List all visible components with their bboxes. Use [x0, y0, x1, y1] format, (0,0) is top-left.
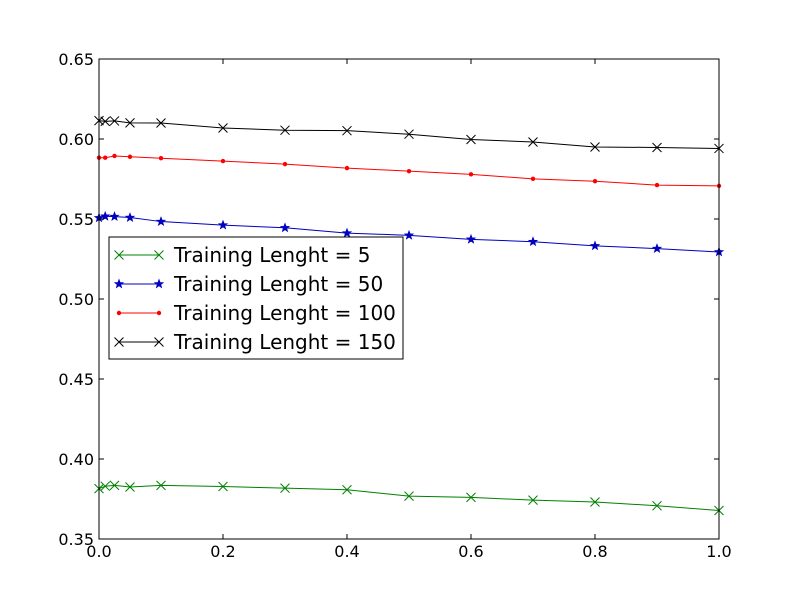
series-3-point	[112, 153, 117, 159]
ticks-layer: 0.0 0.2 0.4 0.6 0.8 1.0 0.35 0.40 0.45 0.50 0.55 0.…	[58, 50, 731, 561]
x-tick-label: 0.4	[334, 542, 359, 561]
series-2-point	[465, 233, 477, 244]
legend-item: Training Lenght = 5	[114, 243, 370, 267]
x-tick-label: 0.0	[86, 542, 111, 561]
series-4-point	[652, 142, 662, 153]
series-4-point	[342, 125, 352, 136]
series-1-line	[98, 484, 720, 512]
series-4-point	[125, 117, 135, 128]
series-4-line	[98, 120, 720, 149]
series-3-point	[468, 172, 474, 177]
series-4-point	[100, 116, 111, 127]
legend-label: Training Lenght = 100	[173, 301, 396, 325]
series-4-point	[109, 116, 120, 126]
series-3-point	[406, 168, 412, 174]
series-1-point	[528, 495, 538, 505]
series-2-point	[527, 236, 539, 247]
y-tick-label: 0.55	[58, 210, 94, 229]
series-4-point	[466, 134, 476, 145]
series-3-point	[158, 156, 164, 161]
series-2-point	[217, 219, 229, 230]
y-tick-label: 0.40	[58, 450, 94, 469]
legend-marker	[153, 278, 165, 289]
series-1-point	[590, 497, 600, 507]
legend-marker	[113, 278, 125, 289]
legend-marker	[154, 250, 164, 260]
y-tick-label: 0.35	[58, 530, 94, 549]
series-3-point	[282, 161, 288, 167]
x-tick-label: 0.8	[582, 542, 607, 561]
series-1-point	[404, 491, 414, 501]
x-tick-label: 0.2	[210, 542, 235, 561]
series-1-point	[652, 500, 662, 511]
series-4-point	[528, 137, 538, 147]
legend-marker	[116, 310, 122, 316]
series-3-point	[220, 158, 226, 164]
series-1	[94, 480, 724, 516]
series-2-point	[589, 240, 601, 251]
legend-marker	[154, 337, 164, 347]
series-3-point	[530, 176, 536, 182]
x-tick-label: 0.6	[458, 542, 483, 561]
legend-box	[108, 236, 404, 360]
legend-label: Training Lenght = 150	[173, 330, 396, 354]
series-1-point	[218, 481, 228, 492]
series-2-point	[341, 227, 353, 238]
series-3-point	[127, 154, 133, 159]
y-tick-label: 0.65	[58, 50, 94, 69]
series-1-point	[100, 481, 111, 492]
series-4-point	[280, 125, 290, 136]
y-tick-label: 0.50	[58, 290, 94, 309]
series-4	[94, 115, 724, 154]
series-2-point	[124, 212, 136, 222]
legend-item: Training Lenght = 100	[116, 301, 396, 325]
series-1-point	[156, 480, 166, 491]
series-2-point	[100, 210, 111, 221]
legend-marker	[114, 250, 124, 260]
y-tick-label: 0.60	[58, 130, 94, 149]
series-3-point	[592, 179, 598, 184]
x-tick-label: 1.0	[706, 542, 731, 561]
legend-marker	[114, 337, 124, 347]
series-2-point	[279, 222, 291, 233]
series-2-point	[109, 211, 120, 222]
series-4-point	[156, 118, 166, 128]
legend-marker	[156, 310, 162, 316]
series-1-point	[109, 480, 120, 491]
series-2-point	[651, 243, 663, 254]
series-1-point	[280, 483, 290, 493]
legend-label: Training Lenght = 5	[173, 243, 370, 267]
series-1-point	[342, 484, 352, 495]
legend-item: Training Lenght = 150	[114, 330, 396, 354]
series-3-point	[103, 155, 108, 160]
series-4-point	[218, 123, 228, 133]
series-4-point	[590, 142, 600, 152]
legend: Training Lenght = 5 Training Lenght = 50 T…	[108, 236, 404, 360]
series-2-point	[155, 216, 167, 226]
y-tick-label: 0.45	[58, 370, 94, 389]
series-2-point	[403, 229, 415, 240]
legend-item: Training Lenght = 50	[113, 272, 383, 296]
series-3-line	[99, 155, 720, 187]
series-1-point	[466, 492, 476, 503]
series-3-point	[344, 165, 350, 171]
legend-label: Training Lenght = 50	[173, 272, 383, 296]
series-1-point	[125, 482, 135, 492]
series-3-point	[654, 182, 660, 188]
series-4-point	[404, 129, 414, 140]
